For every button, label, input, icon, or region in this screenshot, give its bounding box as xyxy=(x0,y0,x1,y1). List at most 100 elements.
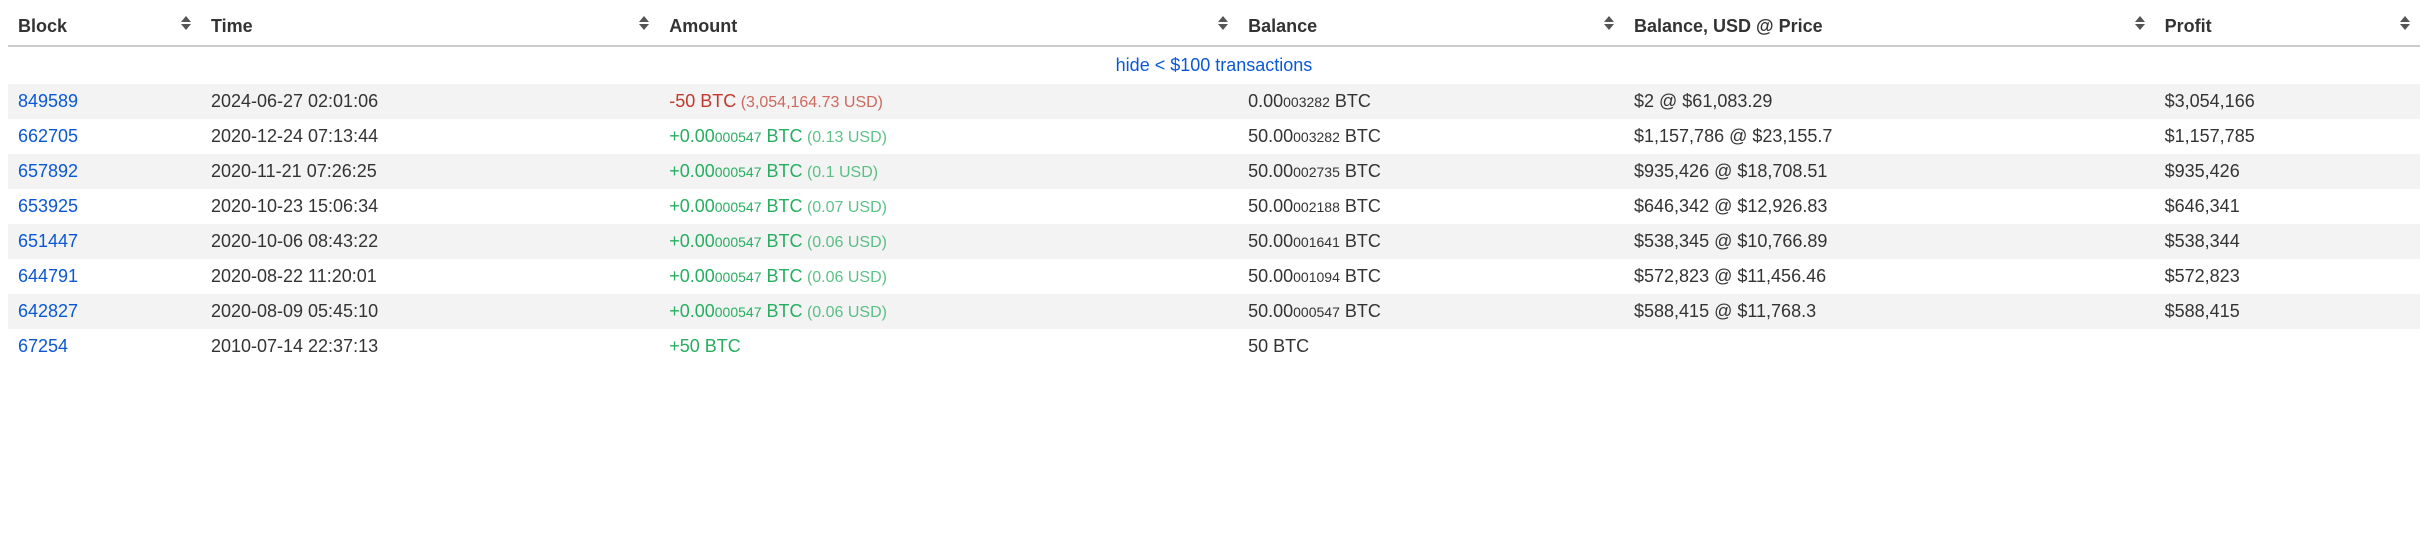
balance-value-small: 001094 xyxy=(1293,269,1340,285)
profit-cell: $538,344 xyxy=(2155,224,2420,259)
balance-value: 50.00 xyxy=(1248,301,1293,321)
block-link[interactable]: 662705 xyxy=(18,126,78,146)
amount-value-small: 000547 xyxy=(715,269,762,285)
balance-unit: BTC xyxy=(1340,231,1381,251)
table-row: 6514472020-10-06 08:43:22+0.00000547 BTC… xyxy=(8,224,2420,259)
amount-value: +0.00 xyxy=(669,266,715,286)
column-header-block[interactable]: Block xyxy=(8,8,201,46)
balance-value-small: 003282 xyxy=(1293,129,1340,145)
amount-value-small: 000547 xyxy=(715,199,762,215)
balance-value: 50.00 xyxy=(1248,231,1293,251)
balance-usd-cell: $588,415 @ $11,768.3 xyxy=(1624,294,2155,329)
amount-value-small: 000547 xyxy=(715,164,762,180)
block-link[interactable]: 849589 xyxy=(18,91,78,111)
block-link[interactable]: 67254 xyxy=(18,336,68,356)
amount-value: +0.00 xyxy=(669,126,715,146)
hide-small-tx-row: hide < $100 transactions xyxy=(8,46,2420,84)
time-cell: 2020-08-22 11:20:01 xyxy=(201,259,659,294)
amount-cell: +50 BTC xyxy=(659,329,1238,364)
balance-usd-cell: $935,426 @ $18,708.51 xyxy=(1624,154,2155,189)
amount-usd: (0.13 USD) xyxy=(803,129,887,146)
column-header-amount[interactable]: Amount xyxy=(659,8,1238,46)
column-header-label: Block xyxy=(18,16,67,36)
column-header-label: Balance xyxy=(1248,16,1317,36)
balance-cell: 50.00001641 BTC xyxy=(1238,224,1624,259)
amount-value: +50 xyxy=(669,336,700,356)
balance-usd-cell: $2 @ $61,083.29 xyxy=(1624,84,2155,119)
sort-icon[interactable] xyxy=(639,16,649,30)
column-header-label: Amount xyxy=(669,16,737,36)
profit-cell xyxy=(2155,329,2420,364)
amount-usd: (0.06 USD) xyxy=(803,269,887,286)
sort-icon[interactable] xyxy=(1218,16,1228,30)
balance-unit: BTC xyxy=(1340,301,1381,321)
block-link[interactable]: 657892 xyxy=(18,161,78,181)
amount-cell: +0.00000547 BTC (0.1 USD) xyxy=(659,154,1238,189)
balance-value: 50.00 xyxy=(1248,196,1293,216)
column-header-balance[interactable]: Balance xyxy=(1238,8,1624,46)
balance-cell: 50.00002188 BTC xyxy=(1238,189,1624,224)
amount-value-small: 000547 xyxy=(715,304,762,320)
table-row: 672542010-07-14 22:37:13+50 BTC50 BTC xyxy=(8,329,2420,364)
table-row: 6539252020-10-23 15:06:34+0.00000547 BTC… xyxy=(8,189,2420,224)
amount-unit: BTC xyxy=(761,231,802,251)
balance-cell: 0.00003282 BTC xyxy=(1238,84,1624,119)
amount-value-small: 000547 xyxy=(715,129,762,145)
block-link[interactable]: 644791 xyxy=(18,266,78,286)
block-link[interactable]: 651447 xyxy=(18,231,78,251)
profit-cell: $935,426 xyxy=(2155,154,2420,189)
amount-unit: BTC xyxy=(761,301,802,321)
sort-icon[interactable] xyxy=(2135,16,2145,30)
profit-cell: $572,823 xyxy=(2155,259,2420,294)
column-header-label: Time xyxy=(211,16,253,36)
balance-usd-cell: $646,342 @ $12,926.83 xyxy=(1624,189,2155,224)
balance-usd-cell: $538,345 @ $10,766.89 xyxy=(1624,224,2155,259)
table-row: 6447912020-08-22 11:20:01+0.00000547 BTC… xyxy=(8,259,2420,294)
balance-cell: 50 BTC xyxy=(1238,329,1624,364)
amount-cell: +0.00000547 BTC (0.06 USD) xyxy=(659,294,1238,329)
amount-cell: +0.00000547 BTC (0.06 USD) xyxy=(659,259,1238,294)
time-cell: 2010-07-14 22:37:13 xyxy=(201,329,659,364)
profit-cell: $646,341 xyxy=(2155,189,2420,224)
amount-unit: BTC xyxy=(700,336,741,356)
sort-icon[interactable] xyxy=(1604,16,1614,30)
balance-cell: 50.00001094 BTC xyxy=(1238,259,1624,294)
amount-value: +0.00 xyxy=(669,196,715,216)
column-header-profit[interactable]: Profit xyxy=(2155,8,2420,46)
balance-value: 50.00 xyxy=(1248,126,1293,146)
balance-cell: 50.00000547 BTC xyxy=(1238,294,1624,329)
balance-value-small: 002188 xyxy=(1293,199,1340,215)
amount-cell: +0.00000547 BTC (0.13 USD) xyxy=(659,119,1238,154)
balance-cell: 50.00002735 BTC xyxy=(1238,154,1624,189)
amount-usd: (0.1 USD) xyxy=(803,164,879,181)
amount-value: +0.00 xyxy=(669,301,715,321)
column-header-balusd[interactable]: Balance, USD @ Price xyxy=(1624,8,2155,46)
profit-cell: $1,157,785 xyxy=(2155,119,2420,154)
table-row: 6428272020-08-09 05:45:10+0.00000547 BTC… xyxy=(8,294,2420,329)
amount-usd: (0.06 USD) xyxy=(803,304,887,321)
amount-unit: BTC xyxy=(761,126,802,146)
time-cell: 2020-08-09 05:45:10 xyxy=(201,294,659,329)
balance-unit: BTC xyxy=(1268,336,1309,356)
balance-unit: BTC xyxy=(1340,126,1381,146)
column-header-label: Profit xyxy=(2165,16,2212,36)
column-header-time[interactable]: Time xyxy=(201,8,659,46)
sort-icon[interactable] xyxy=(181,16,191,30)
balance-value: 50 xyxy=(1248,336,1268,356)
hide-small-tx-link[interactable]: hide < $100 transactions xyxy=(1116,55,1313,75)
amount-value: -50 xyxy=(669,91,695,111)
balance-usd-cell xyxy=(1624,329,2155,364)
block-link[interactable]: 642827 xyxy=(18,301,78,321)
balance-unit: BTC xyxy=(1340,266,1381,286)
table-row: 6627052020-12-24 07:13:44+0.00000547 BTC… xyxy=(8,119,2420,154)
balance-value-small: 002735 xyxy=(1293,164,1340,180)
amount-unit: BTC xyxy=(761,161,802,181)
amount-unit: BTC xyxy=(695,91,736,111)
balance-cell: 50.00003282 BTC xyxy=(1238,119,1624,154)
block-link[interactable]: 653925 xyxy=(18,196,78,216)
balance-usd-cell: $572,823 @ $11,456.46 xyxy=(1624,259,2155,294)
sort-icon[interactable] xyxy=(2400,16,2410,30)
amount-usd: (0.06 USD) xyxy=(803,234,887,251)
balance-value: 50.00 xyxy=(1248,161,1293,181)
table-header-row: Block Time Amount Balance Balance, USD @ Pri… xyxy=(8,8,2420,46)
